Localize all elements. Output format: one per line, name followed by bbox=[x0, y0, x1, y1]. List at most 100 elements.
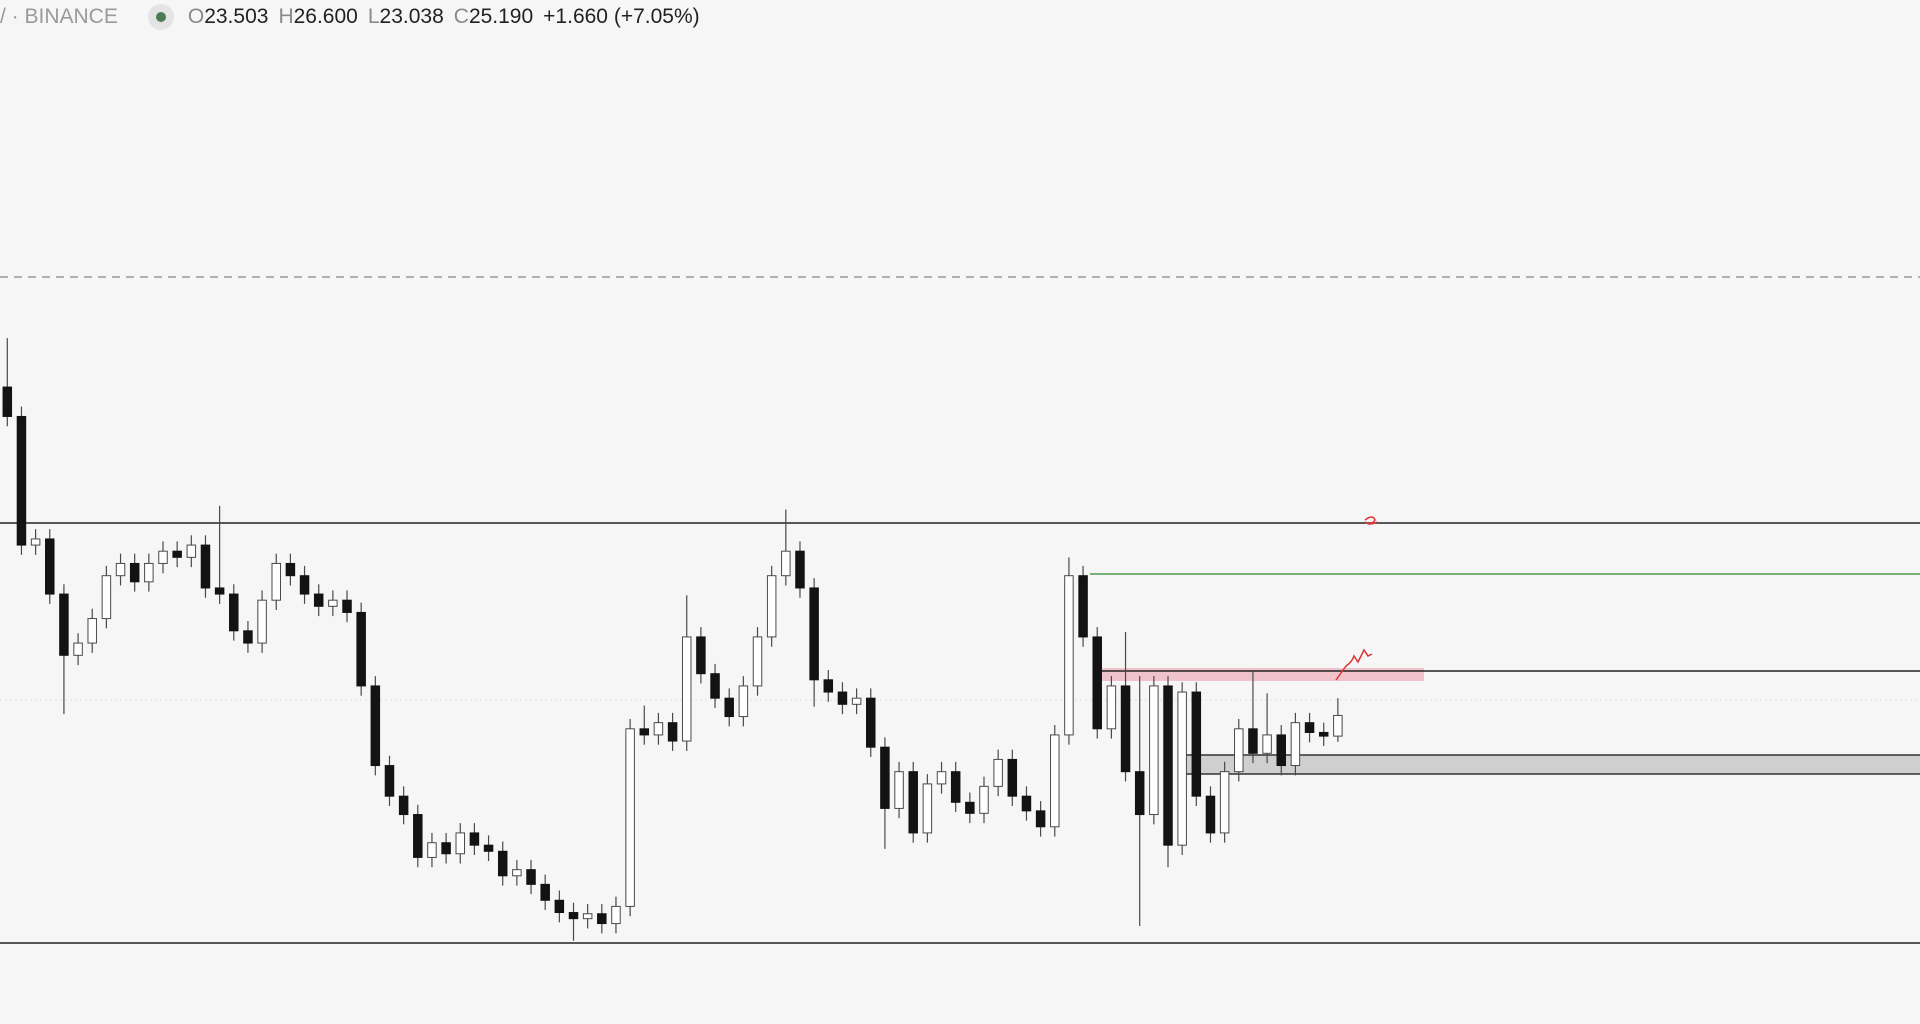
candle-body bbox=[1092, 636, 1102, 730]
candle-body bbox=[908, 771, 918, 834]
candle-body bbox=[398, 795, 409, 816]
candle-body bbox=[441, 842, 451, 855]
status-dot[interactable] bbox=[147, 4, 174, 30]
candle-body bbox=[1219, 771, 1230, 834]
close-value: 25.190 bbox=[468, 5, 534, 28]
candle-body bbox=[1191, 691, 1202, 797]
candle-body bbox=[45, 538, 55, 595]
annotation-scribble[interactable] bbox=[1335, 648, 1373, 681]
candles bbox=[2, 338, 1343, 941]
candle-body bbox=[1262, 734, 1272, 754]
candle-body bbox=[809, 587, 819, 681]
candle-body bbox=[1304, 722, 1315, 733]
open-value: 23.503 bbox=[204, 5, 269, 28]
candle-body bbox=[16, 415, 27, 546]
candle-body bbox=[993, 758, 1003, 787]
candle-body bbox=[724, 697, 734, 718]
candle-body bbox=[795, 550, 805, 589]
candle-body bbox=[625, 728, 635, 907]
candle-body bbox=[1106, 685, 1117, 730]
candle-body bbox=[1290, 722, 1301, 767]
candle-body bbox=[271, 562, 281, 601]
candle-body bbox=[243, 630, 253, 644]
candle-body bbox=[1120, 685, 1131, 773]
candle-body bbox=[497, 850, 508, 877]
candle-body bbox=[1318, 731, 1329, 737]
candle-body bbox=[866, 697, 876, 748]
high-value: 26.600 bbox=[293, 5, 358, 28]
candle-body bbox=[200, 544, 211, 589]
candle-body bbox=[1021, 795, 1032, 812]
candle-body bbox=[1205, 795, 1216, 834]
candle-body bbox=[710, 673, 720, 699]
candle-body bbox=[1078, 575, 1088, 638]
candle-body bbox=[568, 912, 579, 920]
candle-body bbox=[837, 691, 848, 705]
candle-body bbox=[158, 550, 168, 564]
symbol-header: / · BINANCE O 23.503 H 26.600 L 23.038 C 25.… bbox=[0, 2, 700, 32]
candle-body bbox=[1134, 771, 1145, 816]
candle-body bbox=[1064, 575, 1074, 736]
candle-body bbox=[540, 883, 550, 901]
annotation-scribble[interactable] bbox=[1364, 516, 1378, 525]
candle-body bbox=[101, 575, 112, 620]
candle-body bbox=[342, 599, 352, 613]
candle-body bbox=[1177, 691, 1187, 846]
candle-body bbox=[129, 562, 140, 583]
candle-body bbox=[880, 746, 890, 809]
candle-body bbox=[257, 599, 267, 644]
candle-body bbox=[413, 814, 423, 858]
candle-body bbox=[752, 636, 763, 687]
candle-body bbox=[427, 842, 437, 858]
candle-body bbox=[1333, 714, 1343, 737]
candle-body bbox=[823, 679, 834, 693]
candle-body bbox=[328, 599, 338, 607]
candle-body bbox=[172, 550, 182, 558]
candle-body bbox=[214, 587, 225, 595]
zone-box[interactable] bbox=[1102, 668, 1424, 681]
candle-body bbox=[1007, 758, 1018, 797]
exchange: / · BINANCE bbox=[0, 5, 118, 28]
candle-body bbox=[285, 562, 296, 577]
candle-body bbox=[59, 593, 69, 656]
candle-body bbox=[597, 913, 607, 925]
candle-body bbox=[965, 801, 975, 814]
candle-body bbox=[483, 844, 494, 852]
candle-body bbox=[936, 771, 947, 785]
candle-body bbox=[186, 544, 197, 558]
candle-body bbox=[512, 869, 522, 877]
candle-body bbox=[229, 593, 239, 632]
candle-body bbox=[370, 685, 381, 767]
candle-body bbox=[87, 618, 97, 644]
candle-body bbox=[653, 722, 664, 736]
candle-body bbox=[356, 611, 366, 687]
low-value: 23.038 bbox=[379, 5, 444, 28]
candle-body bbox=[738, 685, 749, 718]
high-label: H bbox=[278, 5, 294, 28]
candle-body bbox=[526, 869, 536, 885]
close-label: C bbox=[453, 5, 469, 28]
candle-body bbox=[979, 785, 989, 814]
candle-body bbox=[313, 593, 324, 607]
candle-body bbox=[696, 636, 706, 675]
change-value: +1.660 (+7.05%) bbox=[543, 5, 700, 28]
low-label: L bbox=[367, 5, 380, 28]
candle-body bbox=[144, 562, 154, 583]
candle-body bbox=[1276, 734, 1286, 767]
candle-body bbox=[1149, 685, 1159, 816]
candle-body bbox=[30, 538, 41, 546]
open-label: O bbox=[187, 5, 205, 28]
candle-body bbox=[1050, 734, 1060, 828]
candle-body bbox=[554, 899, 565, 914]
candle-body bbox=[766, 575, 777, 638]
candle-body bbox=[1248, 728, 1258, 754]
candle-body bbox=[1163, 685, 1173, 846]
candle-body bbox=[1234, 728, 1244, 773]
candle-body bbox=[922, 783, 933, 834]
candle-body bbox=[299, 575, 310, 595]
candle-body bbox=[469, 832, 480, 846]
candle-body bbox=[2, 386, 13, 417]
candle-body bbox=[639, 728, 650, 736]
